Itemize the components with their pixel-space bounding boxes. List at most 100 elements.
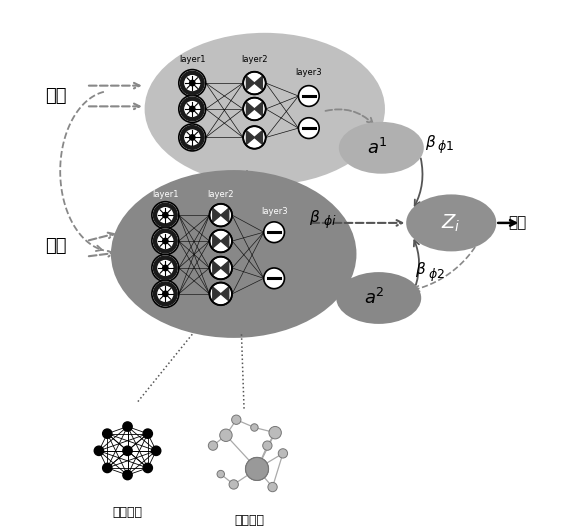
Circle shape: [243, 98, 266, 120]
Circle shape: [264, 222, 284, 243]
Text: 同构网络: 同构网络: [112, 507, 143, 519]
Ellipse shape: [65, 402, 190, 500]
Ellipse shape: [340, 123, 423, 173]
Circle shape: [163, 213, 168, 218]
Text: $\beta$: $\beta$: [415, 260, 427, 279]
Circle shape: [217, 471, 224, 478]
Circle shape: [143, 429, 152, 438]
Polygon shape: [255, 76, 263, 90]
Polygon shape: [247, 76, 255, 90]
Polygon shape: [221, 234, 229, 248]
Text: layer1: layer1: [152, 190, 179, 199]
Text: layer2: layer2: [207, 190, 234, 199]
Text: $\beta$: $\beta$: [309, 208, 320, 227]
Circle shape: [94, 446, 103, 455]
Ellipse shape: [112, 171, 355, 337]
Circle shape: [243, 126, 266, 149]
Circle shape: [232, 415, 241, 425]
Circle shape: [185, 102, 200, 117]
Circle shape: [210, 204, 232, 226]
Circle shape: [154, 229, 177, 253]
Circle shape: [152, 280, 179, 307]
Circle shape: [123, 471, 132, 480]
Text: 输入: 输入: [45, 87, 66, 105]
Circle shape: [246, 457, 268, 480]
Circle shape: [179, 124, 206, 151]
Text: $a^1$: $a^1$: [367, 138, 388, 158]
Circle shape: [179, 95, 206, 122]
Circle shape: [158, 286, 173, 301]
Circle shape: [243, 72, 266, 94]
Text: layer2: layer2: [241, 55, 268, 64]
Circle shape: [190, 106, 195, 112]
Circle shape: [158, 234, 173, 249]
Circle shape: [278, 449, 288, 458]
Ellipse shape: [407, 196, 495, 250]
Circle shape: [103, 463, 112, 473]
Polygon shape: [213, 261, 221, 275]
Circle shape: [180, 71, 204, 95]
Circle shape: [185, 130, 200, 145]
Polygon shape: [247, 102, 255, 116]
Ellipse shape: [146, 34, 384, 184]
Circle shape: [268, 482, 277, 492]
Circle shape: [190, 135, 195, 140]
Text: layer3: layer3: [261, 207, 287, 216]
Circle shape: [152, 227, 179, 254]
Polygon shape: [213, 208, 221, 222]
Polygon shape: [221, 261, 229, 275]
Text: 输入: 输入: [45, 237, 66, 255]
Text: 输出: 输出: [508, 215, 526, 231]
Ellipse shape: [187, 409, 311, 508]
Circle shape: [229, 480, 238, 489]
Circle shape: [269, 427, 282, 439]
Text: $\phi 1$: $\phi 1$: [437, 138, 455, 155]
Text: 异构网络: 异构网络: [234, 514, 264, 527]
Circle shape: [163, 291, 168, 297]
Circle shape: [180, 126, 204, 149]
Circle shape: [180, 97, 204, 121]
Circle shape: [220, 429, 232, 441]
Circle shape: [185, 76, 200, 91]
Circle shape: [264, 268, 284, 289]
Polygon shape: [255, 102, 263, 116]
Circle shape: [158, 208, 173, 223]
Polygon shape: [213, 234, 221, 248]
Circle shape: [152, 202, 179, 228]
Circle shape: [154, 256, 177, 280]
Circle shape: [210, 282, 232, 305]
Circle shape: [163, 238, 168, 244]
Circle shape: [152, 254, 179, 281]
Circle shape: [151, 446, 161, 455]
Ellipse shape: [337, 273, 420, 323]
Circle shape: [263, 441, 272, 450]
Polygon shape: [247, 130, 255, 144]
Circle shape: [251, 424, 258, 431]
Circle shape: [210, 229, 232, 252]
Circle shape: [143, 463, 152, 473]
Polygon shape: [221, 287, 229, 301]
Circle shape: [154, 282, 177, 306]
Polygon shape: [221, 208, 229, 222]
Circle shape: [179, 69, 206, 96]
Circle shape: [208, 441, 218, 450]
Text: $Z_i$: $Z_i$: [441, 212, 461, 234]
Circle shape: [103, 429, 112, 438]
Text: $\phi i$: $\phi i$: [323, 214, 336, 231]
Circle shape: [154, 204, 177, 227]
Text: layer3: layer3: [296, 68, 322, 77]
Circle shape: [190, 81, 195, 86]
Text: layer1: layer1: [179, 55, 206, 64]
Circle shape: [158, 261, 173, 276]
Circle shape: [123, 446, 132, 455]
Circle shape: [299, 118, 319, 138]
Polygon shape: [213, 287, 221, 301]
Text: $a^2$: $a^2$: [364, 288, 385, 308]
Text: $\beta$: $\beta$: [425, 133, 437, 152]
Circle shape: [210, 257, 232, 279]
Circle shape: [123, 422, 132, 431]
Circle shape: [163, 266, 168, 271]
Text: $\phi 2$: $\phi 2$: [428, 266, 445, 282]
Circle shape: [246, 457, 268, 480]
Polygon shape: [255, 130, 263, 144]
